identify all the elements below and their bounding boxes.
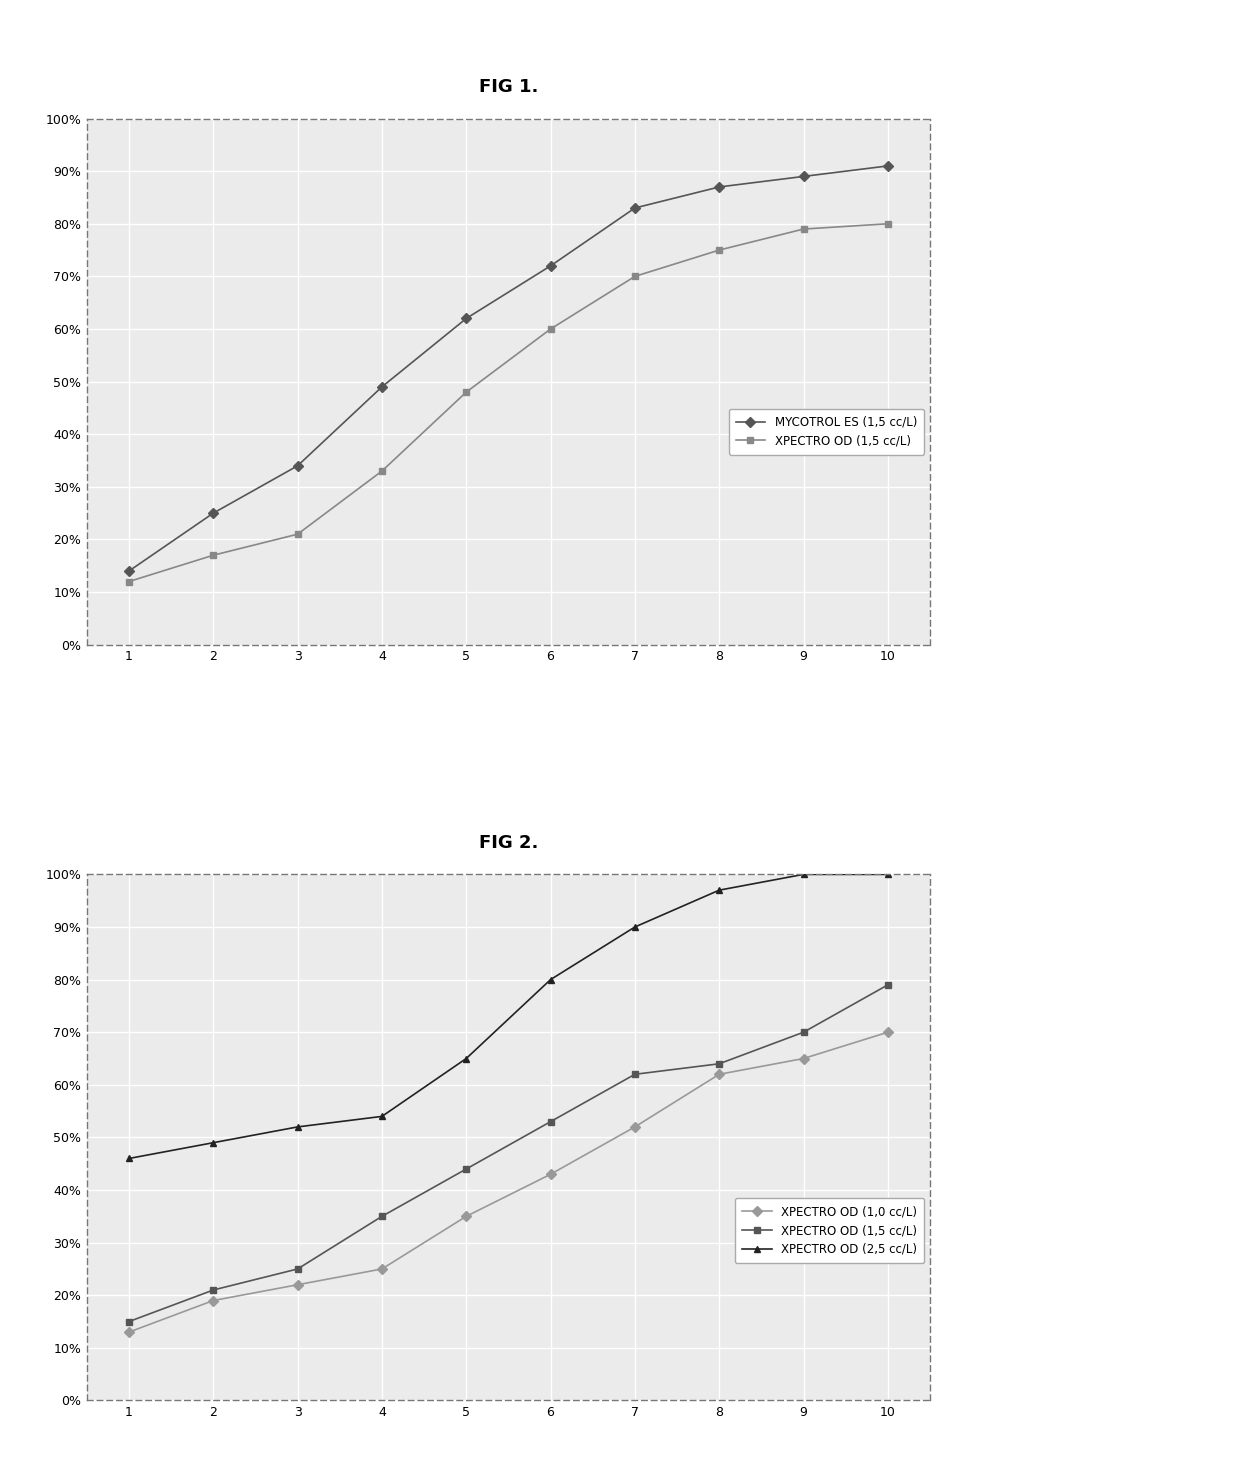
XPECTRO OD (2,5 cc/L) [712,882,727,900]
MYCOTROL ES (1,5 cc/L) [459,310,474,328]
MYCOTROL ES (1,5 cc/L) [880,157,895,175]
XPECTRO OD (1,5 cc/L) [122,1313,136,1331]
XPECTRO OD (2,5 cc/L) [374,1107,389,1125]
XPECTRO OD (1,5 cc/L) [712,242,727,259]
XPECTRO OD (1,5 cc/L) [712,1055,727,1073]
XPECTRO OD (1,0 cc/L) [880,1023,895,1040]
Line: MYCOTROL ES (1,5 cc/L): MYCOTROL ES (1,5 cc/L) [125,163,892,575]
Line: XPECTRO OD (1,5 cc/L): XPECTRO OD (1,5 cc/L) [125,221,892,585]
XPECTRO OD (1,0 cc/L) [796,1049,811,1067]
XPECTRO OD (1,5 cc/L) [796,1023,811,1040]
XPECTRO OD (1,5 cc/L) [374,1208,389,1226]
XPECTRO OD (1,0 cc/L) [459,1208,474,1226]
XPECTRO OD (1,0 cc/L) [206,1292,221,1310]
XPECTRO OD (1,5 cc/L) [206,1280,221,1298]
XPECTRO OD (1,5 cc/L) [880,977,895,994]
MYCOTROL ES (1,5 cc/L) [374,378,389,396]
XPECTRO OD (1,5 cc/L) [543,320,558,338]
Line: XPECTRO OD (2,5 cc/L): XPECTRO OD (2,5 cc/L) [125,871,892,1162]
XPECTRO OD (1,0 cc/L) [712,1066,727,1083]
MYCOTROL ES (1,5 cc/L) [627,199,642,216]
XPECTRO OD (2,5 cc/L) [880,865,895,883]
MYCOTROL ES (1,5 cc/L) [543,256,558,274]
XPECTRO OD (1,5 cc/L) [796,221,811,239]
Line: XPECTRO OD (1,5 cc/L): XPECTRO OD (1,5 cc/L) [125,981,892,1325]
XPECTRO OD (2,5 cc/L) [627,917,642,937]
XPECTRO OD (1,5 cc/L) [543,1113,558,1131]
XPECTRO OD (1,0 cc/L) [543,1165,558,1183]
XPECTRO OD (2,5 cc/L) [206,1134,221,1152]
Line: XPECTRO OD (1,0 cc/L): XPECTRO OD (1,0 cc/L) [125,1029,892,1335]
MYCOTROL ES (1,5 cc/L) [712,178,727,196]
XPECTRO OD (1,5 cc/L) [374,462,389,480]
MYCOTROL ES (1,5 cc/L) [122,562,136,579]
XPECTRO OD (1,0 cc/L) [374,1260,389,1277]
XPECTRO OD (1,0 cc/L) [627,1117,642,1135]
XPECTRO OD (2,5 cc/L) [290,1117,305,1135]
XPECTRO OD (1,5 cc/L) [122,572,136,590]
XPECTRO OD (1,5 cc/L) [290,1260,305,1277]
XPECTRO OD (1,5 cc/L) [880,215,895,233]
MYCOTROL ES (1,5 cc/L) [796,167,811,185]
XPECTRO OD (2,5 cc/L) [459,1049,474,1067]
XPECTRO OD (1,0 cc/L) [290,1276,305,1294]
XPECTRO OD (1,5 cc/L) [627,268,642,286]
Text: FIG 2.: FIG 2. [479,834,538,852]
XPECTRO OD (1,5 cc/L) [290,525,305,542]
XPECTRO OD (1,0 cc/L) [122,1323,136,1341]
XPECTRO OD (2,5 cc/L) [543,971,558,988]
Legend: MYCOTROL ES (1,5 cc/L), XPECTRO OD (1,5 cc/L): MYCOTROL ES (1,5 cc/L), XPECTRO OD (1,5 … [729,409,924,455]
XPECTRO OD (2,5 cc/L) [122,1150,136,1168]
Text: FIG 1.: FIG 1. [479,79,538,96]
MYCOTROL ES (1,5 cc/L) [206,504,221,522]
XPECTRO OD (1,5 cc/L) [206,547,221,565]
XPECTRO OD (2,5 cc/L) [796,865,811,883]
MYCOTROL ES (1,5 cc/L) [290,456,305,474]
Legend: XPECTRO OD (1,0 cc/L), XPECTRO OD (1,5 cc/L), XPECTRO OD (2,5 cc/L): XPECTRO OD (1,0 cc/L), XPECTRO OD (1,5 c… [735,1197,924,1263]
XPECTRO OD (1,5 cc/L) [627,1066,642,1083]
XPECTRO OD (1,5 cc/L) [459,384,474,402]
XPECTRO OD (1,5 cc/L) [459,1160,474,1178]
